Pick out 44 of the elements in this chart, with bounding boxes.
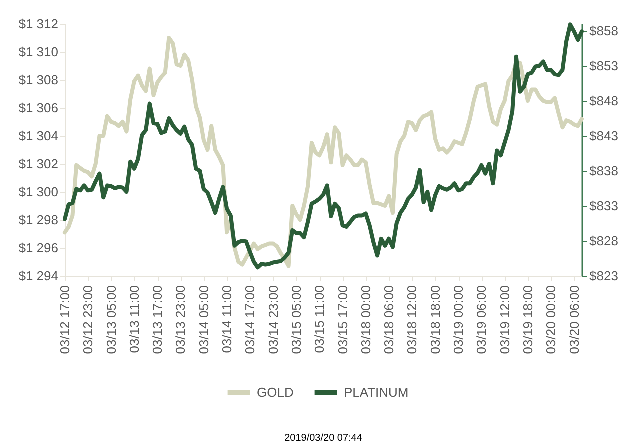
y-tick-label: $1 302: [18, 156, 58, 172]
y-tick-label: $1 298: [18, 212, 58, 228]
x-tick-label: 03/14 17:00: [242, 286, 258, 354]
y2-tick-label: $853: [590, 58, 618, 74]
x-tick-label: 03/18 18:00: [428, 286, 443, 354]
x-tick-label: 03/19 12:00: [497, 286, 512, 354]
x-tick-label: 03/18 06:00: [382, 286, 397, 354]
y2-tick-label: $823: [590, 268, 618, 284]
x-tick-label: 03/12 23:00: [80, 286, 96, 354]
x-tick-label: 03/15 05:00: [288, 286, 304, 354]
x-tick-label: 03/19 18:00: [520, 286, 536, 354]
x-tick-label: 03/20 00:00: [544, 286, 559, 354]
x-tick-label: 03/18 00:00: [358, 286, 374, 354]
x-tick-label: 03/14 23:00: [266, 286, 281, 354]
x-tick-label: 03/13 05:00: [104, 286, 119, 354]
y-tick-label: $1 294: [18, 268, 58, 284]
x-tick-label: 03/13 11:00: [126, 286, 142, 354]
y2-tick-label: $833: [590, 198, 618, 214]
x-tick-label: 03/12 17:00: [58, 286, 72, 354]
y2-tick-label: $828: [590, 234, 618, 248]
y2-tick-label: $838: [590, 164, 618, 178]
y-tick-label: $1 304: [18, 128, 58, 144]
y-tick-label: $1 300: [18, 184, 58, 200]
y-tick-label: $1 310: [18, 44, 58, 60]
y2-tick-label: $858: [590, 24, 618, 38]
x-tick-label: 03/13 23:00: [173, 286, 188, 354]
x-tick-label: 03/14 05:00: [196, 286, 212, 354]
x-tick-label: 03/15 17:00: [335, 286, 350, 354]
text: 2019/03/20 07:44: [284, 433, 363, 441]
y-tick-label: $1 312: [18, 16, 58, 32]
y-tick-label: $1 306: [18, 100, 58, 116]
x-tick-label: 03/13 17:00: [150, 286, 166, 354]
y-tick-label: $1 308: [18, 72, 58, 88]
y2-tick-label: $843: [590, 128, 618, 144]
y-tick-label: $1 296: [18, 240, 58, 256]
y2-tick-label: $848: [590, 94, 618, 108]
x-tick-label: 03/18 12:00: [404, 286, 420, 354]
legend-label: PLATINUM: [344, 385, 409, 400]
legend-label: GOLD: [257, 385, 294, 400]
x-tick-label: 03/20 06:00: [566, 286, 582, 354]
x-tick-label: 03/15 11:00: [312, 286, 328, 354]
x-tick-label: 03/19 00:00: [451, 286, 466, 354]
x-tick-label: 03/19 06:00: [474, 286, 490, 354]
x-tick-label: 03/14 11:00: [220, 286, 235, 354]
